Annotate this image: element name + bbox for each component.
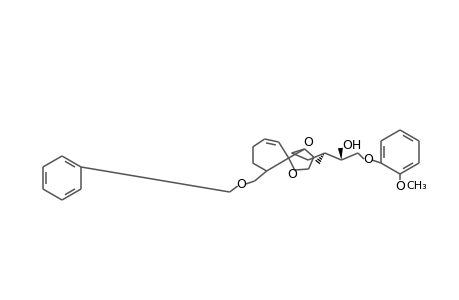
Text: OH: OH	[341, 139, 361, 152]
Text: O: O	[394, 179, 404, 193]
Text: O: O	[303, 136, 313, 148]
Text: O: O	[287, 169, 297, 182]
Text: CH₃: CH₃	[406, 181, 426, 191]
Polygon shape	[337, 148, 342, 160]
Text: O: O	[362, 152, 372, 166]
Text: O: O	[236, 178, 246, 191]
